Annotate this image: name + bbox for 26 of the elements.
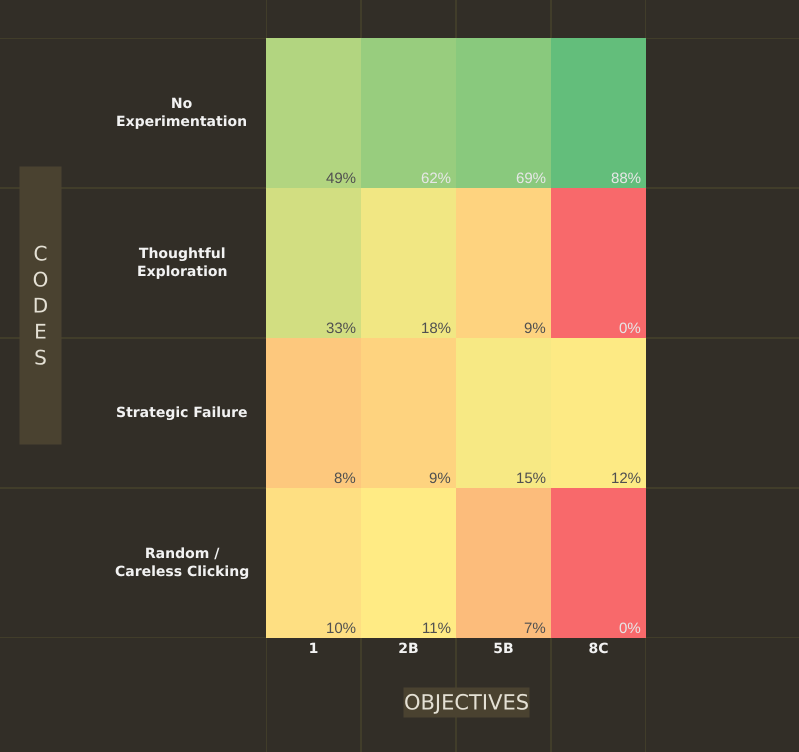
- data-label: 12%: [611, 470, 642, 487]
- data-label: 0%: [619, 320, 641, 337]
- y-axis-title: CODES: [32, 242, 48, 370]
- y-tick-label: Thoughtful Exploration: [137, 246, 228, 280]
- data-label: 9%: [429, 470, 451, 487]
- y-tick-label: Random / Careless Clicking: [115, 546, 250, 580]
- x-tick-label: 1: [308, 641, 318, 657]
- y-tick-label: No Experimentation: [116, 96, 248, 130]
- data-label: 18%: [421, 320, 452, 337]
- data-label: 49%: [326, 170, 356, 187]
- data-label: 69%: [516, 170, 546, 187]
- data-label: 0%: [619, 620, 641, 637]
- y-tick-label: Strategic Failure: [116, 405, 248, 421]
- data-label: 88%: [611, 170, 642, 187]
- data-label: 33%: [326, 320, 356, 337]
- data-label: 62%: [421, 170, 452, 187]
- data-label: 11%: [422, 620, 451, 637]
- x-tick-label: 8C: [588, 641, 609, 657]
- data-label: 7%: [524, 620, 546, 637]
- data-label: 9%: [524, 320, 546, 337]
- data-label: 10%: [326, 620, 356, 637]
- x-axis-title: OBJECTIVES: [404, 690, 530, 714]
- data-label: 15%: [516, 470, 546, 487]
- x-tick-label: 5B: [493, 641, 514, 657]
- data-label: 8%: [334, 470, 356, 487]
- x-tick-label: 2B: [398, 641, 419, 657]
